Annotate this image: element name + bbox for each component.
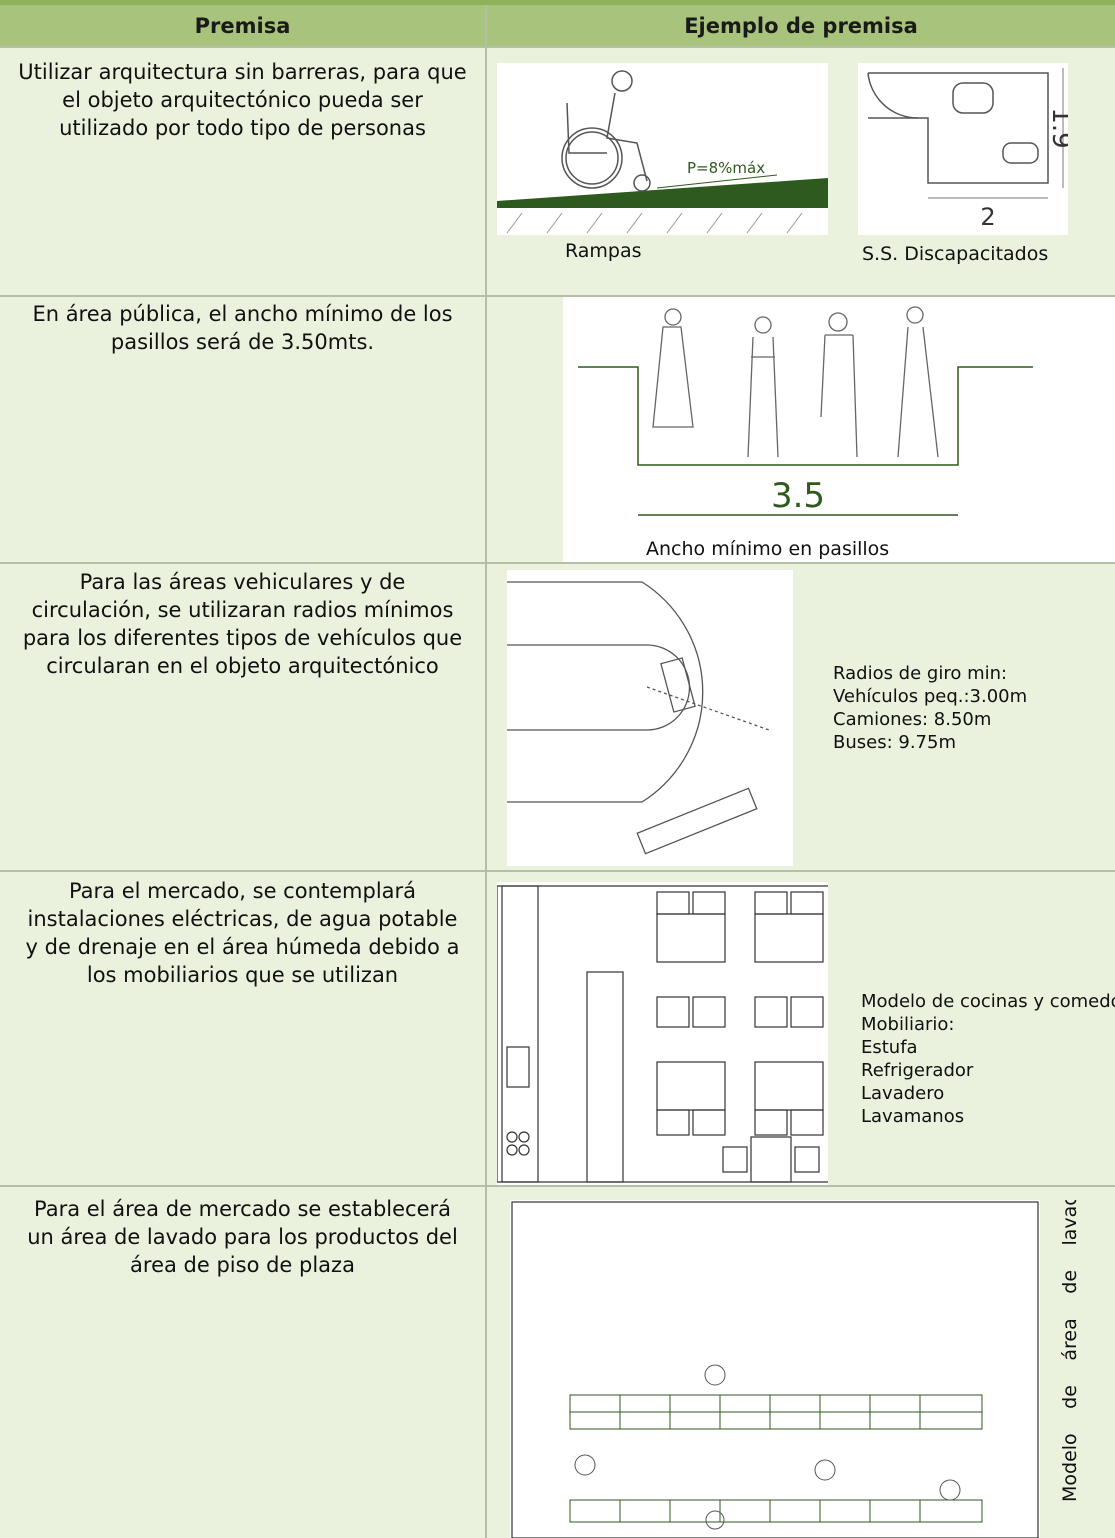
image-frame: [563, 297, 1115, 562]
premise: En área pública, el ancho mínimo de los …: [32, 302, 453, 354]
drawing-label: P=8%máx: [687, 159, 765, 177]
description-line: Camiones: 8.50m: [833, 709, 992, 730]
top-border: [0, 0, 1115, 5]
premise: Para el mercado, se contemplará instalac…: [25, 879, 460, 987]
drawing-label: 1.9: [1046, 107, 1068, 148]
caption: S.S. Discapacitados: [862, 243, 1049, 265]
description: Radios de giro min: Vehículos peq.:3.00m…: [833, 662, 1027, 754]
washing-area-drawing: [510, 1200, 1040, 1538]
kitchen-drawing: [497, 882, 828, 1185]
description-line: Modelo de cocinas y comedores.: [861, 991, 1115, 1012]
row-line: [0, 46, 1115, 48]
description-line: Estufa: [861, 1037, 918, 1058]
premise: Para las áreas vehiculares y de circulac…: [22, 570, 463, 678]
description-line: Mobiliario:: [861, 1014, 955, 1035]
description-line: Vehículos peq.:3.00m: [833, 686, 1028, 707]
caption: Rampas: [565, 240, 642, 262]
premise: Para el área de mercado se establecerá u…: [27, 1197, 458, 1277]
description-line: Lavamanos: [861, 1106, 965, 1127]
description-line: Buses: 9.75m: [833, 732, 956, 753]
caption: Ancho mínimo en pasillos: [646, 538, 890, 560]
description-line: Lavadero: [861, 1083, 945, 1104]
header-cell: Ejemplo de premisa: [487, 5, 1115, 46]
restroom-drawing: 1.9 2: [858, 63, 1068, 235]
turning-radius-drawing: [507, 570, 793, 866]
row-line: [0, 870, 1115, 872]
description: Modelo de cocinas y comedores. Mobiliari…: [861, 990, 1115, 1128]
drawing-label: 3.5: [771, 476, 825, 516]
col-line: [485, 5, 487, 1538]
description: Modelo de área de lavado: [1059, 1200, 1081, 1502]
hallway-drawing: 3.5: [578, 306, 1033, 516]
description-line: Radios de giro min:: [833, 663, 1008, 684]
row-line: [0, 562, 1115, 564]
row-line: [0, 295, 1115, 297]
header-cell: Premisa: [0, 5, 485, 46]
drawing-label: 2: [980, 203, 995, 231]
rotated-frame: Modelo de área de lavado: [1040, 1200, 1115, 1538]
description-line: Refrigerador: [861, 1060, 974, 1081]
ramp-drawing: P=8%máx: [497, 63, 828, 235]
row-line: [0, 1185, 1115, 1187]
premise: Utilizar arquitectura sin barreras, para…: [18, 60, 467, 140]
